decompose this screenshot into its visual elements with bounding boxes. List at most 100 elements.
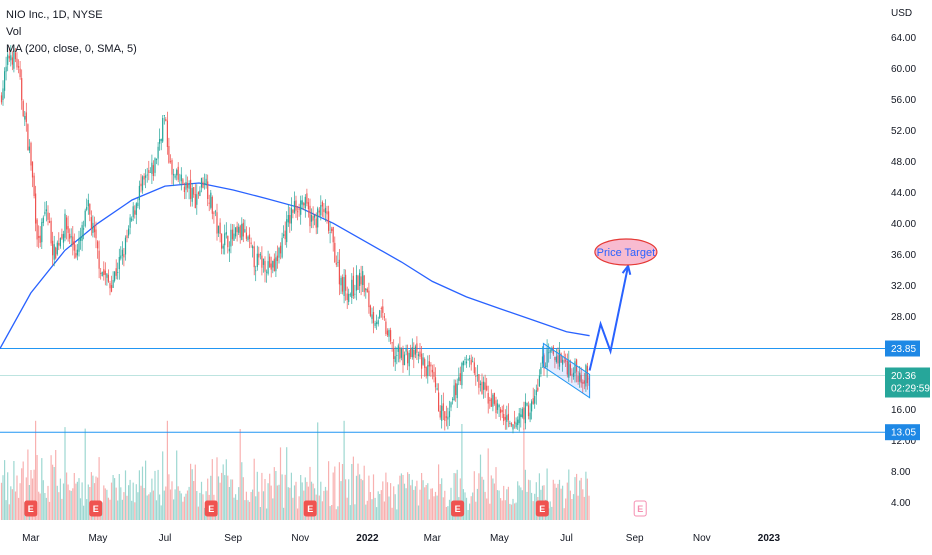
volume-bar bbox=[18, 497, 20, 520]
candle-body bbox=[343, 277, 345, 296]
volume-bar bbox=[211, 459, 213, 520]
candle-body bbox=[472, 361, 474, 363]
y-tick-label: 12.00 bbox=[891, 436, 916, 447]
candle-body bbox=[464, 359, 466, 360]
volume-bar bbox=[245, 491, 247, 520]
axis-unit-label: USD bbox=[891, 8, 912, 19]
candle-body bbox=[235, 227, 237, 237]
candle-body bbox=[317, 208, 319, 228]
volume-bar bbox=[512, 498, 514, 520]
volume-bar bbox=[253, 458, 255, 520]
volume-bar bbox=[368, 475, 370, 520]
candle-body bbox=[76, 249, 78, 256]
candle-body bbox=[24, 116, 26, 120]
y-tick-label: 52.00 bbox=[891, 126, 916, 137]
volume-bar bbox=[438, 464, 440, 520]
earnings-marker-label: E bbox=[307, 504, 313, 514]
volume-bar bbox=[509, 503, 511, 520]
candle-body bbox=[55, 247, 57, 259]
volume-bar bbox=[13, 461, 15, 520]
candle-body bbox=[149, 172, 151, 173]
volume-bar bbox=[394, 494, 396, 520]
volume-bar bbox=[70, 490, 72, 520]
candle-body bbox=[39, 235, 41, 243]
volume-bar bbox=[62, 483, 65, 520]
candle-body bbox=[205, 178, 207, 186]
volume-bar bbox=[45, 497, 47, 520]
candle-body bbox=[309, 205, 311, 227]
volume-bar bbox=[177, 486, 179, 520]
candle-body bbox=[360, 276, 362, 285]
candle-body bbox=[372, 312, 375, 324]
candle-body bbox=[258, 253, 260, 258]
volume-bar bbox=[501, 500, 503, 520]
volume-bar bbox=[194, 464, 196, 520]
volume-bar bbox=[455, 473, 457, 520]
candle-body bbox=[558, 349, 561, 367]
candle-body bbox=[110, 285, 113, 292]
volume-bar bbox=[569, 490, 571, 520]
candle-body bbox=[329, 232, 331, 233]
volume-bar bbox=[236, 499, 238, 520]
volume-bar bbox=[496, 490, 499, 520]
descending-channel bbox=[542, 342, 591, 399]
volume-bar bbox=[483, 479, 485, 520]
candle-body bbox=[214, 211, 216, 213]
candle-body bbox=[416, 343, 418, 353]
candle-body bbox=[579, 372, 581, 382]
volume-bar bbox=[295, 481, 297, 520]
volume-bar bbox=[535, 482, 537, 520]
candle-body bbox=[33, 175, 35, 196]
candle-body bbox=[101, 272, 103, 276]
candle-body bbox=[191, 188, 193, 202]
volume-bar bbox=[230, 479, 232, 520]
candle-body bbox=[7, 54, 9, 65]
candle-body bbox=[275, 257, 277, 272]
volume-bar bbox=[269, 473, 271, 520]
candle-body bbox=[256, 253, 258, 268]
candle-body bbox=[188, 184, 190, 189]
candle-body bbox=[328, 211, 330, 231]
candle-body bbox=[555, 356, 557, 362]
candle-body bbox=[193, 187, 195, 195]
candle-body bbox=[503, 414, 505, 422]
candle-body bbox=[262, 258, 265, 265]
candle-body bbox=[128, 228, 130, 236]
volume-bar bbox=[287, 487, 289, 520]
volume-bar bbox=[219, 482, 221, 520]
volume-bar bbox=[380, 490, 382, 520]
candle-body bbox=[292, 209, 294, 213]
candle-body bbox=[28, 146, 30, 151]
volume-bar bbox=[4, 460, 6, 520]
volume-bar bbox=[290, 472, 292, 520]
volume-bar bbox=[264, 479, 266, 520]
candle-body bbox=[338, 259, 340, 285]
candle-body bbox=[341, 277, 344, 292]
volume-bar bbox=[562, 485, 564, 520]
volume-bar bbox=[151, 478, 153, 520]
candle-body bbox=[427, 365, 429, 377]
candle-body bbox=[326, 211, 328, 215]
volume-bar bbox=[436, 495, 438, 520]
volume-bar bbox=[289, 487, 291, 520]
candle-body bbox=[386, 330, 389, 336]
candle-body bbox=[413, 350, 415, 358]
candle-body bbox=[216, 212, 218, 234]
candle-body bbox=[383, 316, 385, 318]
price-target-label: Price Target bbox=[597, 247, 656, 259]
candle-body bbox=[120, 255, 122, 259]
volume-bar bbox=[250, 492, 252, 520]
x-tick-label: Mar bbox=[22, 533, 40, 544]
candle-body bbox=[368, 290, 370, 308]
candle-body bbox=[399, 347, 401, 359]
candle-body bbox=[230, 229, 232, 247]
candle-body bbox=[279, 245, 282, 254]
candle-body bbox=[529, 412, 531, 420]
candle-body bbox=[182, 179, 184, 185]
candle-body bbox=[496, 403, 499, 410]
volume-bar bbox=[11, 489, 13, 520]
candle-body bbox=[118, 257, 120, 270]
candle-body bbox=[310, 215, 313, 222]
